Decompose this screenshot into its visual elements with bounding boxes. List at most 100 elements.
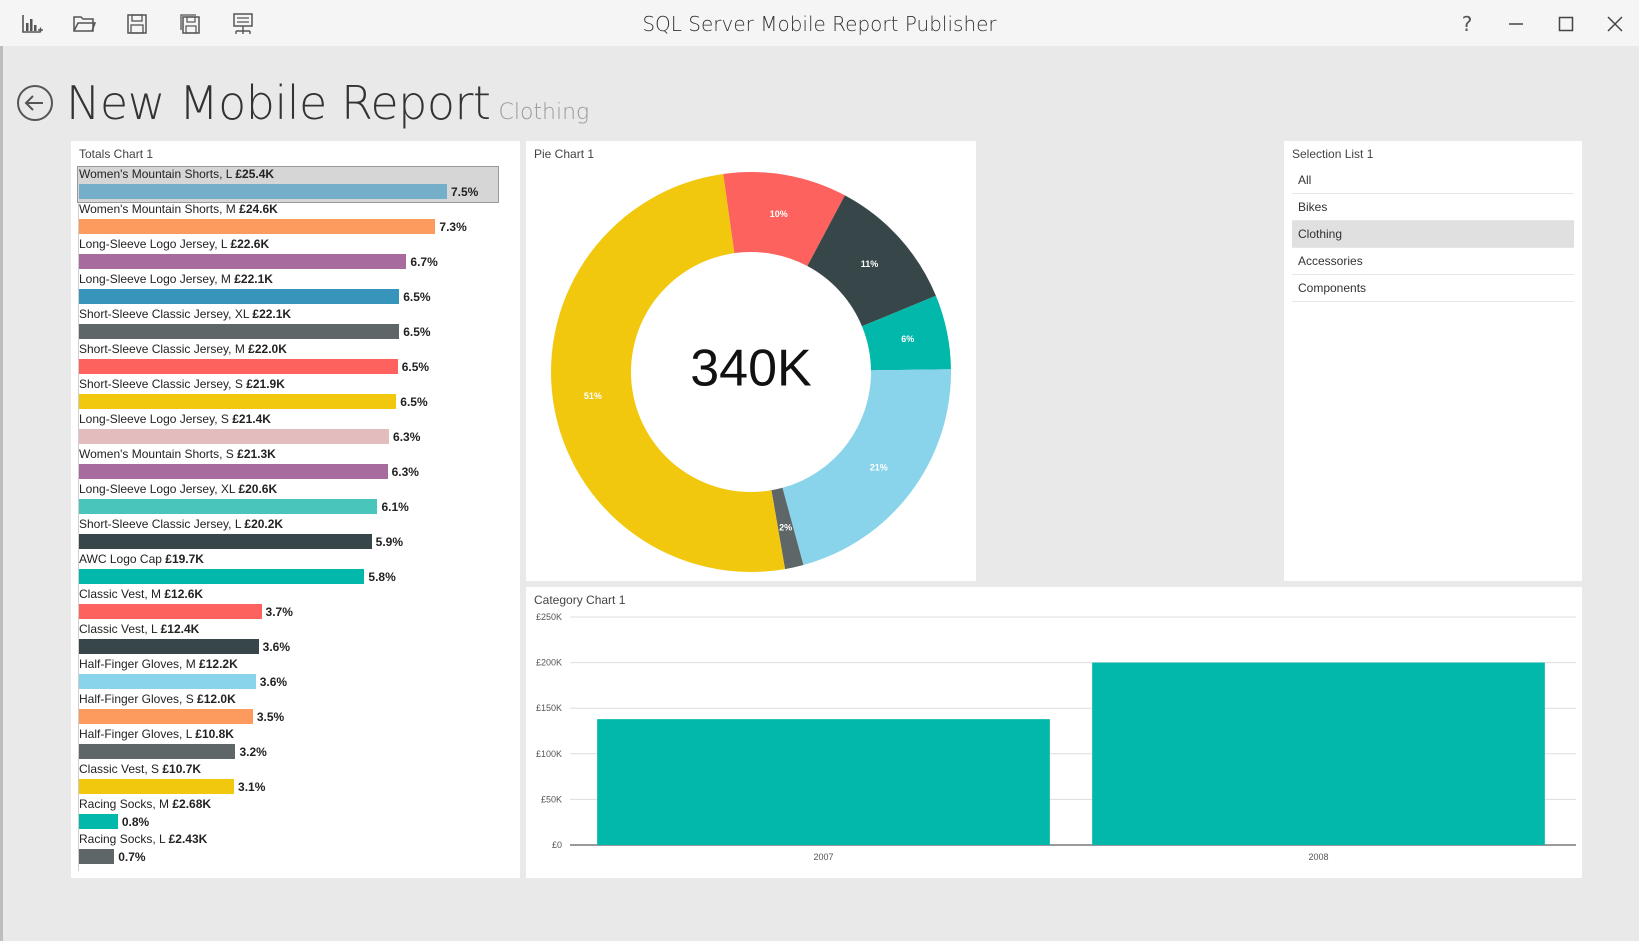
totals-bar-item[interactable]: Half-Finger Gloves, M £12.2K 3.6% (78, 657, 498, 692)
back-button[interactable] (16, 84, 54, 122)
totals-bar-item[interactable]: Racing Socks, M £2.68K 0.8% (78, 797, 498, 832)
totals-bar-name: Half-Finger Gloves, S (79, 692, 194, 706)
totals-bar-item[interactable]: Long-Sleeve Logo Jersey, L £22.6K 6.7% (78, 237, 498, 272)
totals-bar-pct: 6.5% (400, 394, 428, 409)
totals-bar-name: Long-Sleeve Logo Jersey, XL (79, 482, 236, 496)
totals-bar-item[interactable]: Long-Sleeve Logo Jersey, M £22.1K 6.5% (78, 272, 498, 307)
totals-bar-item[interactable]: Short-Sleeve Classic Jersey, L £20.2K 5.9… (78, 517, 498, 552)
selection-item-components[interactable]: Components (1292, 275, 1574, 302)
totals-bar-row: 3.6% (79, 674, 287, 689)
totals-bar-row: 6.3% (79, 464, 419, 479)
totals-bar-row: 7.3% (79, 219, 467, 234)
totals-bar (79, 639, 259, 654)
totals-bar-row: 0.8% (79, 814, 149, 829)
selection-list-title: Selection List 1 (1292, 147, 1374, 161)
pie-slice[interactable] (807, 195, 936, 327)
totals-bar (79, 429, 390, 444)
help-button[interactable]: ? (1461, 12, 1473, 36)
totals-bar-item[interactable]: Women's Mountain Shorts, S £21.3K 6.3% (78, 447, 498, 482)
totals-bar-label: Short-Sleeve Classic Jersey, L £20.2K (78, 517, 498, 531)
totals-bar-value: £21.9K (246, 377, 285, 391)
totals-bar-item[interactable]: Short-Sleeve Classic Jersey, XL £22.1K 6.… (78, 307, 498, 342)
totals-bar-item[interactable]: Half-Finger Gloves, L £10.8K 3.2% (78, 727, 498, 762)
publish-server-icon[interactable] (228, 10, 258, 38)
totals-bar-pct: 6.5% (401, 359, 430, 374)
totals-bar-item[interactable]: Long-Sleeve Logo Jersey, S £21.4K 6.3% (78, 412, 498, 447)
totals-bar-label: Long-Sleeve Logo Jersey, M £22.1K (78, 272, 498, 286)
totals-bar-row: 3.2% (79, 744, 267, 759)
totals-bar-item[interactable]: Long-Sleeve Logo Jersey, XL £20.6K 6.1% (78, 482, 498, 517)
totals-bar-item[interactable]: Short-Sleeve Classic Jersey, S £21.9K 6.5… (78, 377, 498, 412)
app-title: SQL Server Mobile Report Publisher (642, 12, 997, 36)
pie-slice[interactable] (550, 173, 786, 573)
totals-bar-item[interactable]: Half-Finger Gloves, S £12.0K 3.5% (78, 692, 498, 727)
selection-item-clothing[interactable]: Clothing (1292, 221, 1574, 248)
minimize-button[interactable] (1496, 8, 1536, 40)
totals-bar-row: 3.1% (79, 779, 265, 794)
totals-bar-row: 5.9% (79, 534, 403, 549)
totals-bar-pct: 7.5% (451, 184, 479, 199)
totals-bar-value: £10.8K (195, 727, 234, 741)
totals-bar-value: £22.6K (230, 237, 270, 251)
totals-bar-name: Short-Sleeve Classic Jersey, L (79, 517, 242, 531)
totals-bar-value: £25.4K (235, 167, 275, 181)
totals-bar (79, 184, 447, 199)
category-x-label: 2008 (1308, 852, 1328, 862)
totals-bar-value: £22.1K (252, 307, 292, 321)
save-as-icon[interactable] (175, 10, 205, 38)
totals-bar-item[interactable]: Classic Vest, M £12.6K 3.7% (78, 587, 498, 622)
totals-bar (79, 254, 407, 269)
save-icon[interactable] (122, 10, 152, 38)
totals-bar-name: Long-Sleeve Logo Jersey, S (79, 412, 229, 426)
totals-bar-row: 3.6% (79, 639, 290, 654)
category-y-tick: £50K (541, 794, 562, 804)
totals-bar (79, 674, 256, 689)
totals-bar-label: Racing Socks, L £2.43K (78, 832, 498, 846)
totals-bar (79, 394, 397, 409)
category-y-tick: £250K (536, 612, 562, 622)
pie-slice[interactable] (723, 172, 845, 267)
totals-bar-row: 7.5% (79, 184, 478, 199)
pie-slice[interactable] (861, 295, 951, 371)
totals-bar-value: £24.6K (239, 202, 278, 216)
category-y-tick: £200K (536, 658, 562, 668)
totals-bar-label: Short-Sleeve Classic Jersey, S £21.9K (78, 377, 498, 391)
totals-bar-item[interactable]: Short-Sleeve Classic Jersey, M £22.0K 6.5… (78, 342, 498, 377)
totals-bar (79, 744, 236, 759)
totals-bar-value: £2.68K (172, 797, 212, 811)
maximize-icon (1558, 16, 1574, 32)
totals-bar (79, 709, 253, 724)
totals-bar-item[interactable]: Classic Vest, S £10.7K 3.1% (78, 762, 498, 797)
selection-list: All Bikes Clothing Accessories Components (1292, 167, 1574, 302)
totals-bar-label: Women's Mountain Shorts, L £25.4K (78, 167, 498, 181)
category-chart-panel: Category Chart 1 £0 £50K £100K £150K £200K £2… (526, 587, 1582, 878)
totals-bar-item[interactable]: AWC Logo Cap £19.7K 5.8% (78, 552, 498, 587)
totals-bar-item[interactable]: Women's Mountain Shorts, L £25.4K 7.5% (77, 166, 499, 203)
totals-bar-pct: 3.5% (256, 709, 285, 724)
totals-bar (79, 289, 400, 304)
pie-slice[interactable] (771, 487, 804, 570)
totals-bar-item[interactable]: Women's Mountain Shorts, M £24.6K 7.3% (78, 202, 498, 237)
totals-bar-item[interactable]: Racing Socks, L £2.43K 0.7% (78, 832, 498, 867)
totals-bar-value: £12.0K (197, 692, 236, 706)
minimize-icon (1509, 23, 1523, 25)
selection-item-all[interactable]: All (1292, 167, 1574, 194)
totals-bar-label: Half-Finger Gloves, L £10.8K (78, 727, 498, 741)
maximize-button[interactable] (1546, 8, 1586, 40)
pie-chart-svg: 10% 11% 6% 21% 2% 51% 340K (550, 172, 951, 573)
totals-bar-item[interactable]: Classic Vest, L £12.4K 3.6% (78, 622, 498, 657)
totals-bar-name: Women's Mountain Shorts, L (79, 167, 233, 181)
pie-slice-label: 11% (861, 259, 879, 269)
category-bar[interactable] (597, 719, 1050, 845)
pie-slice[interactable] (782, 369, 951, 566)
close-button[interactable] (1595, 8, 1635, 40)
totals-bar-pct: 6.7% (410, 254, 438, 269)
new-report-icon[interactable] (17, 10, 47, 38)
open-folder-icon[interactable] (69, 10, 99, 38)
selection-item-bikes[interactable]: Bikes (1292, 194, 1574, 221)
pie-center-label: 340K (690, 340, 812, 398)
totals-bar-pct: 3.2% (239, 744, 267, 759)
category-bar[interactable] (1092, 662, 1545, 845)
totals-bar-value: £12.4K (160, 622, 200, 636)
selection-item-accessories[interactable]: Accessories (1292, 248, 1574, 275)
